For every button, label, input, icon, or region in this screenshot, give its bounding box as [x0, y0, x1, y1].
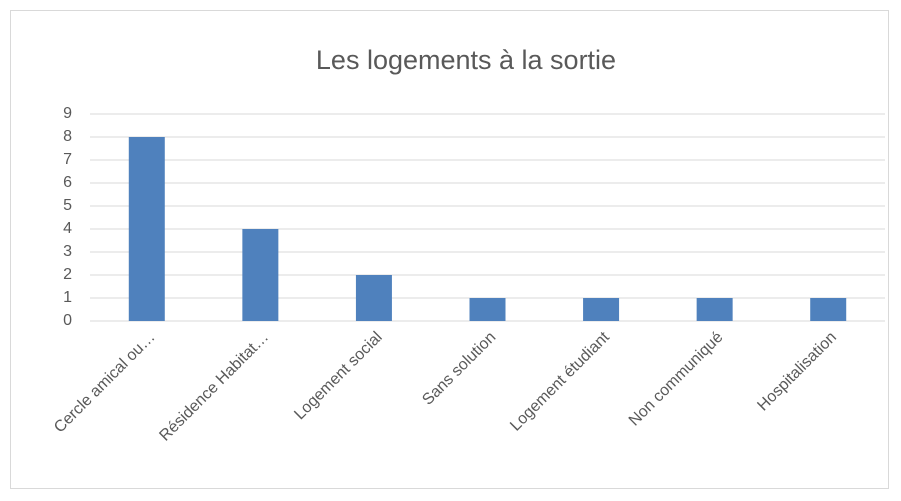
chart-title: Les logements à la sortie [316, 45, 616, 75]
bar [696, 298, 733, 321]
y-tick-label: 1 [63, 289, 72, 306]
y-tick-label: 2 [63, 266, 72, 283]
y-tick-label: 6 [63, 174, 72, 191]
y-tick-label: 9 [63, 105, 72, 122]
y-tick-label: 5 [63, 197, 72, 214]
bar [355, 275, 392, 321]
bar [810, 298, 847, 321]
y-tick-label: 7 [63, 151, 72, 168]
y-tick-label: 3 [63, 243, 72, 260]
bar [583, 298, 620, 321]
bar [128, 137, 165, 321]
bar [469, 298, 506, 321]
bar [242, 229, 279, 321]
y-tick-label: 4 [63, 220, 72, 237]
y-tick-label: 0 [63, 312, 72, 329]
y-tick-label: 8 [63, 128, 72, 145]
